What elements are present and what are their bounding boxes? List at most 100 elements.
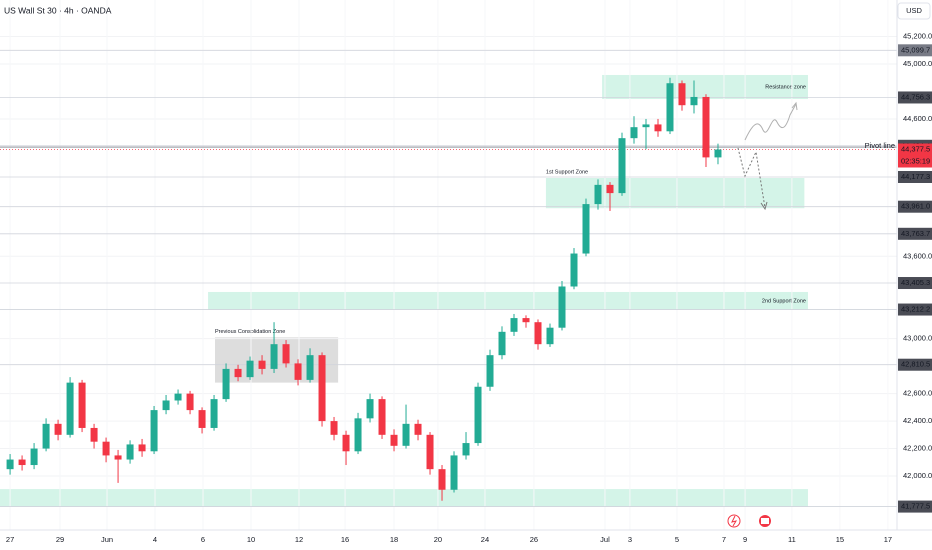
price-badge (898, 44, 932, 57)
zone (545, 177, 805, 209)
x-tick-label: 18 (390, 535, 398, 544)
x-tick-label: 11 (788, 535, 796, 544)
candle-body (414, 423, 422, 435)
candle-body (234, 368, 242, 378)
zone (602, 74, 808, 100)
candle-body (546, 327, 554, 345)
x-tick-label: 3 (628, 535, 632, 544)
candle-body (702, 96, 710, 158)
y-tick-label: 43,000.0 (903, 334, 932, 343)
candle-body (126, 444, 134, 460)
zone-label: 1st Support Zone (546, 169, 588, 175)
price-badge (898, 91, 932, 104)
candle-body (558, 286, 566, 328)
x-tick-label: 29 (56, 535, 64, 544)
candle-body (342, 434, 350, 452)
price-badge-label: 44,177.3 (901, 172, 930, 181)
x-tick-label: 4 (153, 535, 157, 544)
candle-body (666, 83, 674, 132)
candle-body (510, 318, 518, 332)
x-tick-label: 9 (743, 535, 747, 544)
axis: 42,000.0 42,200.0 42,400.0 42,600.0 43,000.0… (6, 32, 932, 544)
price-badge (898, 227, 932, 240)
candle-body (186, 393, 194, 411)
arrow-head (760, 201, 768, 211)
last-price-badge (898, 143, 932, 168)
pivot-label: Pivot line (865, 141, 895, 150)
zone-label: 2nd Support Zone (762, 298, 806, 304)
price-badge-label: 44,756.3 (901, 92, 930, 101)
candle-body (66, 382, 74, 435)
candle-body (390, 434, 398, 446)
x-tick-label: 27 (6, 535, 14, 544)
candle-body (270, 344, 278, 369)
candle-body (450, 455, 458, 490)
x-tick-label: 16 (341, 535, 349, 544)
price-badge-label: 42,810.5 (901, 360, 930, 369)
candle-body (438, 469, 446, 490)
candle-body (594, 184, 602, 205)
x-tick-label: 12 (295, 535, 303, 544)
x-tick-label: 20 (434, 535, 442, 544)
candle-body (690, 96, 698, 106)
candle-body (90, 427, 98, 442)
price-badge-label: 41,777.5 (901, 502, 930, 511)
grid: Pivot line (0, 36, 897, 507)
y-tick-label: 43,600.0 (903, 251, 932, 260)
x-tick-label: 5 (675, 535, 679, 544)
y-tick-label: 45,200.0 (903, 32, 932, 41)
candle-body (486, 355, 494, 387)
price-badge (898, 358, 932, 371)
candle-body (174, 393, 182, 401)
candle-body (402, 423, 410, 446)
candle-body (654, 124, 662, 132)
candle-body (30, 448, 38, 466)
candle-body (150, 410, 158, 452)
currency: USD (906, 6, 922, 15)
price-badge (898, 500, 932, 513)
candles (6, 77, 722, 501)
candle-body (318, 355, 326, 422)
candle-body (642, 124, 650, 128)
y-tick-label: 45,000.0 (903, 59, 932, 68)
y-tick-label: 42,600.0 (903, 389, 932, 398)
candle-body (18, 459, 26, 466)
price-badge-label: 45,099.7 (901, 45, 930, 54)
x-tick-label: 10 (247, 535, 255, 544)
zone-label: Resistance zone (765, 84, 806, 90)
candle-body (102, 441, 110, 456)
currency-button[interactable] (897, 2, 931, 20)
candle-body (78, 382, 86, 428)
candle-body (6, 459, 14, 470)
price-badge-label: 43,961.0 (901, 202, 930, 211)
candle-body (534, 322, 542, 345)
event-icon-glyph (731, 515, 738, 527)
candle-body (378, 399, 386, 435)
zone (208, 291, 808, 310)
candle-body (330, 421, 338, 435)
candle-body (474, 386, 482, 444)
zone (0, 489, 808, 507)
candle-body (114, 455, 122, 460)
x-tick-label: 7 (722, 535, 726, 544)
candle-body (570, 253, 578, 287)
candle-body (354, 418, 362, 452)
candle-body (714, 149, 722, 158)
chart-title: US Wall St 30 · 4h · OANDA (4, 5, 112, 15)
candle-body (282, 344, 290, 364)
candle-body (222, 368, 230, 400)
candle-body (498, 331, 506, 356)
candle-body (606, 184, 614, 194)
candle-body (306, 355, 314, 380)
countdown: 02:35:19 (901, 156, 930, 165)
x-tick-label: 24 (481, 535, 489, 544)
price-badge-label: 43,405.3 (901, 278, 930, 287)
x-tick-label: 15 (836, 535, 844, 544)
projection-up (744, 103, 797, 141)
candle-body (198, 410, 206, 428)
candle-body (630, 127, 638, 139)
y-tick-label: 44,600.0 (903, 114, 932, 123)
candle-body (210, 399, 218, 428)
x-tick-label: Jul (600, 535, 610, 544)
